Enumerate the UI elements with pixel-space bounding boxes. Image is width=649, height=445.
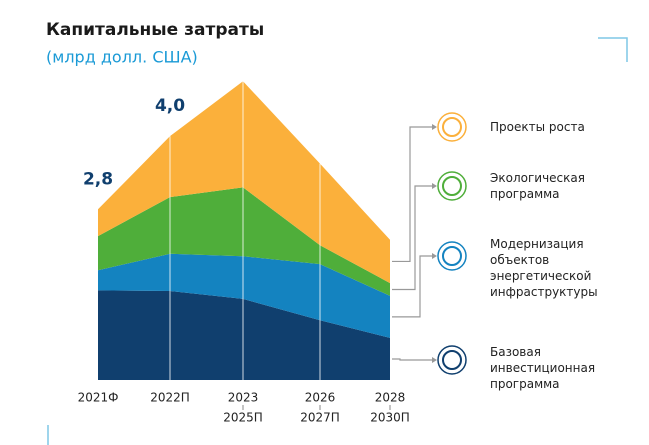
corner-decoration	[598, 37, 628, 62]
x-tick-label: 2027П	[300, 411, 340, 425]
legend-arrow	[432, 357, 437, 363]
x-tick-label: 2021Ф	[78, 391, 119, 405]
total-label: 2,8	[83, 169, 113, 189]
area	[98, 253, 390, 338]
legend-arrow	[432, 183, 437, 189]
legend-arrow	[432, 253, 437, 259]
legend-connector	[392, 185, 432, 291]
area	[98, 187, 390, 296]
x-tick-label: 2025П	[223, 411, 263, 425]
chart-title: Капитальные затраты	[46, 20, 264, 40]
legend-label: Проекты роста	[490, 120, 585, 134]
legend-label: Модернизация объектов энергетической инф…	[490, 237, 598, 299]
legend-connector	[392, 358, 432, 361]
x-tick-label: 2022П	[150, 391, 190, 405]
legend-icon	[442, 176, 462, 196]
area	[98, 290, 390, 380]
legend-icon	[442, 117, 462, 137]
legend-label: Экологическая программа	[490, 171, 585, 201]
legend-connector	[392, 126, 432, 263]
total-label: 4,0	[155, 96, 185, 116]
x-tick-label: 2026	[305, 391, 336, 405]
chart-subtitle: (млрд долл. США)	[46, 48, 198, 67]
legend-icon	[442, 246, 462, 266]
legend-connector	[392, 255, 432, 318]
x-tick-label: 2030П	[370, 411, 410, 425]
area	[98, 81, 390, 284]
legend-label: Базовая инвестиционная программа	[490, 345, 596, 391]
legend-icon	[442, 350, 462, 370]
legend-arrow	[432, 124, 437, 130]
x-tick-label: 2028	[375, 391, 406, 405]
x-tick-label: 2023	[228, 391, 259, 405]
